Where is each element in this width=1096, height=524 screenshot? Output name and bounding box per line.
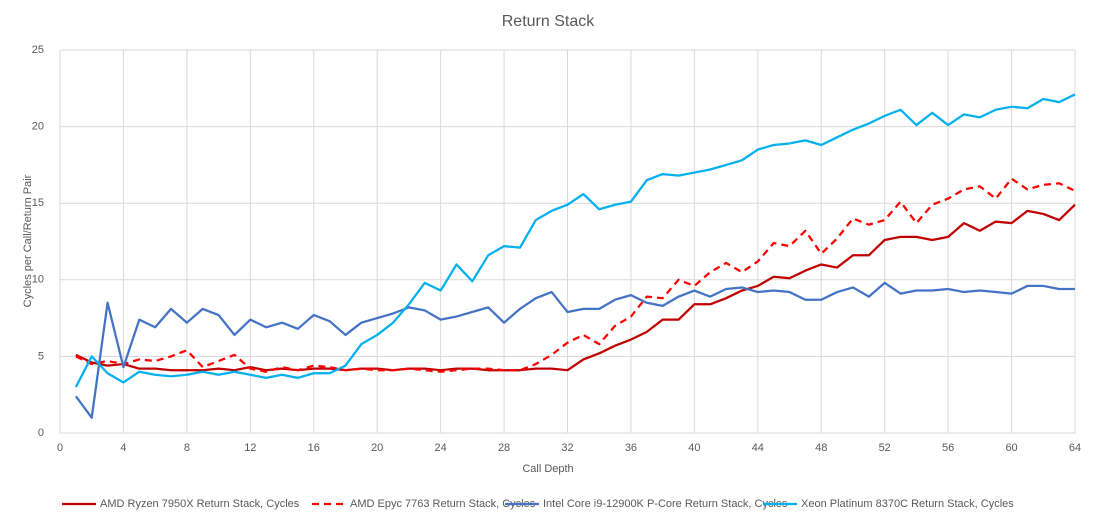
x-tick-label: 36 — [625, 442, 637, 454]
x-tick-label: 28 — [498, 442, 510, 454]
legend-label: AMD Epyc 7763 Return Stack, Cycles — [350, 498, 536, 510]
x-tick-label: 24 — [435, 442, 447, 454]
x-tick-label: 48 — [815, 442, 827, 454]
y-tick-label: 5 — [38, 350, 44, 362]
y-tick-label: 10 — [32, 274, 44, 286]
x-tick-label: 20 — [371, 442, 383, 454]
x-tick-label: 4 — [120, 442, 126, 454]
x-tick-label: 56 — [942, 442, 954, 454]
y-tick-label: 15 — [32, 197, 44, 209]
x-tick-label: 44 — [752, 442, 764, 454]
y-tick-label: 25 — [32, 44, 44, 56]
legend-label: AMD Ryzen 7950X Return Stack, Cycles — [100, 498, 300, 510]
x-tick-label: 40 — [688, 442, 700, 454]
y-tick-label: 0 — [38, 427, 44, 439]
x-tick-label: 8 — [184, 442, 190, 454]
x-tick-label: 0 — [57, 442, 63, 454]
series-line — [74, 93, 1076, 388]
series-line — [74, 281, 1075, 419]
x-axis-label: Call Depth — [522, 463, 573, 475]
x-tick-label: 12 — [244, 442, 256, 454]
x-tick-label: 52 — [879, 442, 891, 454]
legend-label: Xeon Platinum 8370C Return Stack, Cycles — [801, 498, 1014, 510]
x-tick-label: 64 — [1069, 442, 1081, 454]
chart-title: Return Stack — [502, 13, 595, 30]
legend-label: Intel Core i9-12900K P-Core Return Stack… — [543, 498, 788, 510]
series-line — [75, 177, 1076, 373]
series-line — [75, 203, 1076, 372]
y-tick-label: 20 — [32, 121, 44, 133]
y-axis-label: Cycles per Call/Return Pair — [22, 174, 34, 307]
x-tick-label: 60 — [1005, 442, 1017, 454]
x-tick-label: 16 — [308, 442, 320, 454]
x-tick-label: 32 — [561, 442, 573, 454]
